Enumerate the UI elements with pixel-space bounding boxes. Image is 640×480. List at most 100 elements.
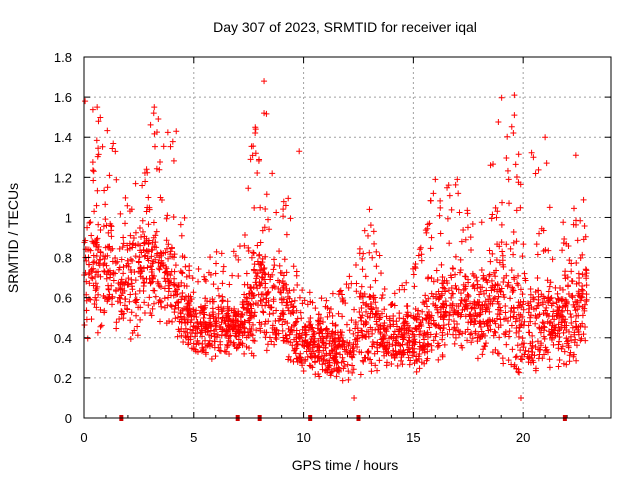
- data-point: [250, 321, 257, 328]
- data-point: [343, 347, 350, 354]
- data-point: [439, 273, 446, 280]
- data-point: [124, 246, 131, 253]
- data-point: [437, 197, 444, 204]
- data-point: [555, 296, 562, 303]
- data-point: [317, 326, 324, 333]
- data-point: [280, 213, 287, 220]
- data-point: [108, 233, 115, 240]
- data-point: [265, 216, 272, 223]
- data-point: [423, 331, 430, 338]
- data-point: [211, 333, 218, 340]
- data-point: [405, 327, 412, 334]
- data-point: [224, 341, 231, 348]
- data-point: [511, 309, 518, 316]
- data-point: [416, 365, 423, 372]
- data-point: [316, 343, 323, 350]
- data-point: [349, 369, 356, 376]
- data-point: [336, 366, 343, 373]
- data-point: [113, 288, 120, 295]
- data-point: [479, 351, 486, 358]
- data-point: [157, 159, 164, 166]
- data-point: [564, 338, 571, 345]
- data-point: [563, 335, 570, 342]
- data-point: [486, 247, 493, 254]
- data-point: [118, 256, 125, 263]
- data-point: [284, 304, 291, 311]
- data-point: [448, 304, 455, 311]
- data-point: [494, 315, 501, 322]
- data-point: [326, 309, 333, 316]
- data-point: [193, 341, 200, 348]
- data-point: [302, 358, 309, 365]
- data-point: [247, 156, 254, 163]
- data-point: [377, 314, 384, 321]
- data-point: [292, 321, 299, 328]
- data-point: [430, 293, 437, 300]
- data-point: [90, 177, 97, 184]
- data-point: [492, 273, 499, 280]
- data-point: [314, 325, 321, 332]
- data-point: [213, 260, 220, 267]
- data-point: [220, 268, 227, 275]
- data-point: [230, 317, 237, 324]
- data-point: [372, 299, 379, 306]
- data-point: [143, 166, 150, 173]
- data-point: [352, 262, 359, 269]
- data-point: [573, 357, 580, 364]
- data-point: [120, 240, 127, 247]
- data-point: [489, 349, 496, 356]
- data-point: [149, 239, 156, 246]
- data-point: [399, 361, 406, 368]
- data-point: [515, 368, 522, 375]
- data-point: [345, 342, 352, 349]
- data-point: [582, 337, 589, 344]
- data-point: [451, 324, 458, 331]
- data-point: [556, 357, 563, 364]
- data-point: [88, 232, 95, 239]
- data-point: [252, 300, 259, 307]
- data-point: [290, 303, 297, 310]
- data-point: [359, 266, 366, 273]
- data-point: [93, 259, 100, 266]
- data-point: [462, 285, 469, 292]
- data-point: [358, 327, 365, 334]
- data-point: [508, 123, 515, 130]
- data-point: [288, 326, 295, 333]
- data-point: [442, 308, 449, 315]
- data-point: [271, 262, 278, 269]
- data-point: [421, 360, 428, 367]
- data-point: [240, 304, 247, 311]
- data-point: [112, 255, 119, 262]
- data-point: [165, 288, 172, 295]
- data-point: [122, 220, 129, 227]
- data-point: [494, 298, 501, 305]
- data-point: [353, 336, 360, 343]
- data-point: [110, 270, 117, 277]
- data-point: [474, 355, 481, 362]
- data-point: [318, 295, 325, 302]
- data-point: [410, 271, 417, 278]
- data-point: [138, 264, 145, 271]
- data-point: [197, 321, 204, 328]
- data-point: [104, 296, 111, 303]
- data-point: [435, 356, 442, 363]
- data-point: [202, 326, 209, 333]
- data-point: [361, 227, 368, 234]
- data-point: [499, 199, 506, 206]
- data-point: [543, 304, 550, 311]
- data-point: [558, 318, 565, 325]
- data-point: [373, 263, 380, 270]
- data-point: [558, 297, 565, 304]
- data-point: [468, 305, 475, 312]
- data-point: [190, 340, 197, 347]
- data-point: [436, 295, 443, 302]
- data-point: [96, 256, 103, 263]
- data-point: [174, 314, 181, 321]
- data-point: [339, 343, 346, 350]
- data-point: [353, 280, 360, 287]
- data-point: [127, 267, 134, 274]
- data-point: [177, 268, 184, 275]
- data-point: [264, 289, 271, 296]
- data-point: [109, 245, 116, 252]
- data-point: [480, 272, 487, 279]
